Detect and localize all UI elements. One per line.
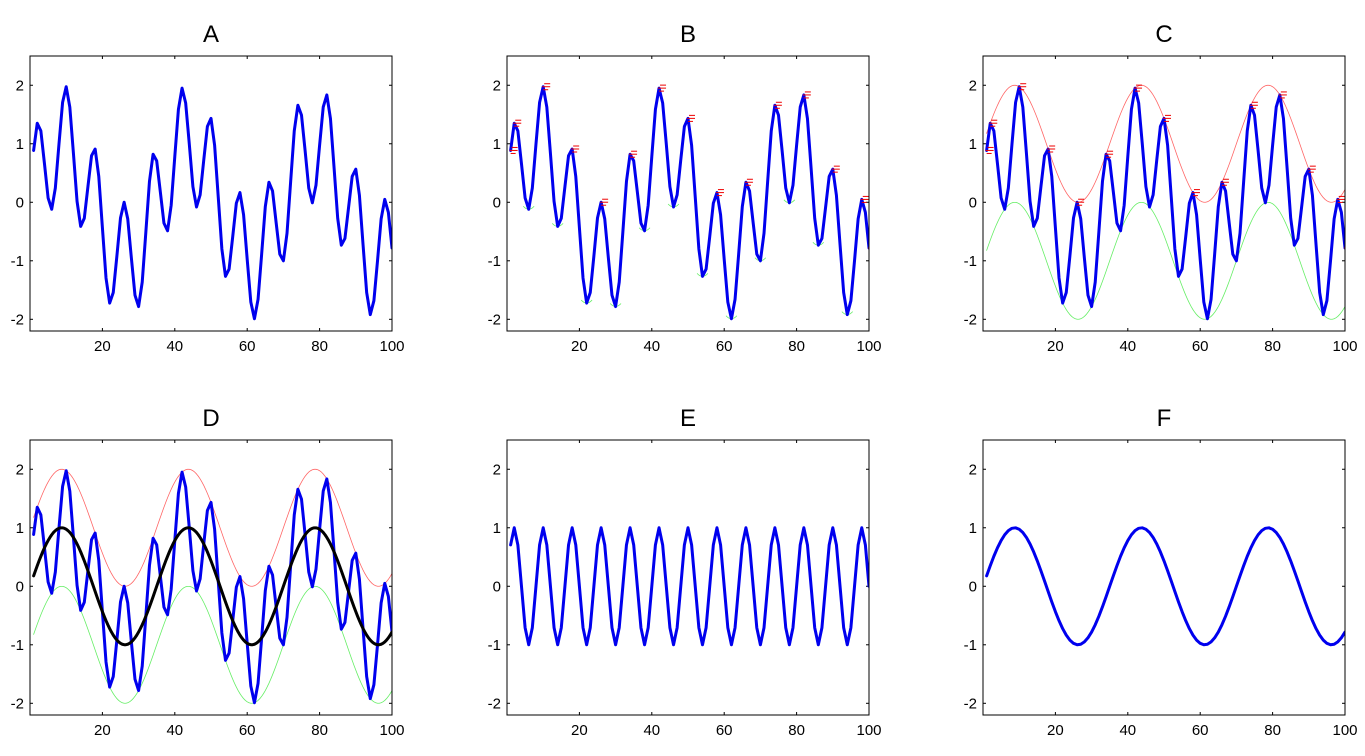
y-tick-label: 2	[969, 77, 977, 94]
panel-title: A	[203, 21, 219, 48]
plot-area	[985, 526, 1345, 647]
y-tick-label: -1	[964, 637, 977, 654]
x-tick-label: 20	[571, 338, 588, 355]
y-tick-label: 1	[493, 520, 501, 537]
x-tick-label: 80	[311, 338, 328, 355]
signal-line	[509, 526, 869, 647]
axes-frame	[29, 55, 393, 332]
mean-line	[32, 526, 392, 647]
y-tick-label: -1	[488, 637, 501, 654]
signal-line	[985, 526, 1345, 647]
y-tick-label: -2	[964, 311, 977, 328]
x-tick-label: 80	[1264, 338, 1281, 355]
y-tick-label: 0	[969, 578, 977, 595]
y-tick-label: 2	[969, 461, 977, 478]
y-tick-label: 1	[16, 136, 24, 153]
y-tick-label: -2	[11, 311, 24, 328]
axes-frame	[506, 55, 870, 332]
x-tick-label: 80	[788, 722, 805, 739]
x-tick-label: 60	[239, 722, 256, 739]
y-tick-label: 0	[493, 578, 501, 595]
y-tick-label: 0	[16, 194, 24, 211]
x-tick-label: 100	[379, 722, 404, 739]
x-tick-label: 40	[643, 722, 660, 739]
x-tick-label: 100	[1332, 338, 1357, 355]
lower-envelope-line	[33, 585, 392, 704]
x-tick-label: 20	[1047, 338, 1064, 355]
y-tick-label: -2	[964, 695, 977, 712]
x-tick-label: 40	[643, 338, 660, 355]
y-tick-label: -1	[11, 253, 24, 270]
lower-envelope-line	[986, 201, 1345, 320]
plot-area	[509, 526, 869, 647]
y-tick-label: -1	[488, 253, 501, 270]
x-tick-label: 20	[94, 338, 111, 355]
x-tick-label: 100	[856, 338, 881, 355]
y-tick-label: 1	[969, 136, 977, 153]
panel-b: B 20 40 60 80 100 -2 -1 0 1 2	[488, 21, 882, 355]
y-tick-label: -2	[488, 311, 501, 328]
panel-d: D 20 40 60 80 100 -2 -1 0 1 2	[11, 405, 405, 739]
y-tick-label: 2	[16, 77, 24, 94]
panel-title: B	[680, 21, 696, 48]
x-tick-label: 60	[716, 338, 733, 355]
panel-f: F 20 40 60 80 100 -2 -1 0 1 2	[964, 405, 1358, 739]
x-tick-label: 20	[94, 722, 111, 739]
panel-e: E 20 40 60 80 100 -2 -1 0 1 2	[488, 405, 882, 739]
x-tick-label: 80	[1264, 722, 1281, 739]
x-tick-label: 60	[1192, 338, 1209, 355]
axes-frame	[29, 439, 393, 716]
y-tick-label: -1	[11, 637, 24, 654]
y-tick-label: 1	[16, 520, 24, 537]
plot-area	[509, 83, 869, 321]
x-tick-label: 100	[1332, 722, 1357, 739]
x-tick-label: 40	[1119, 722, 1136, 739]
x-tick-label: 60	[1192, 722, 1209, 739]
x-tick-label: 80	[788, 338, 805, 355]
x-tick-label: 40	[166, 338, 183, 355]
axes-frame	[506, 439, 870, 716]
panel-title: F	[1157, 405, 1172, 432]
signal-line	[32, 469, 392, 705]
y-tick-label: -2	[11, 695, 24, 712]
panel-c: C 20 40 60 80 100 -2 -1 0 1 2	[964, 21, 1358, 355]
x-tick-label: 20	[1047, 722, 1064, 739]
x-tick-label: 80	[311, 722, 328, 739]
panel-a: A 20 40 60 80 100 -2 -1 0 1 2	[11, 21, 405, 355]
x-tick-label: 40	[166, 722, 183, 739]
signal-line	[985, 85, 1345, 321]
y-tick-label: 2	[16, 461, 24, 478]
y-tick-label: 2	[493, 77, 501, 94]
plot-area	[32, 85, 392, 321]
y-tick-label: 0	[493, 194, 501, 211]
y-tick-label: -2	[488, 695, 501, 712]
x-tick-label: 60	[239, 338, 256, 355]
x-tick-label: 100	[379, 338, 404, 355]
y-tick-label: 0	[969, 194, 977, 211]
y-tick-label: 0	[16, 578, 24, 595]
panel-title: C	[1155, 21, 1172, 48]
y-tick-label: 1	[969, 520, 977, 537]
x-tick-label: 100	[856, 722, 881, 739]
plot-area	[32, 468, 392, 705]
x-tick-label: 20	[571, 722, 588, 739]
axes-frame	[982, 55, 1346, 332]
y-tick-label: -1	[964, 253, 977, 270]
y-tick-label: 1	[493, 136, 501, 153]
axes-frame	[982, 439, 1346, 716]
y-tick-label: 2	[493, 461, 501, 478]
plot-area	[985, 83, 1345, 321]
signal-line	[509, 85, 869, 321]
signal-line	[32, 85, 392, 321]
x-tick-label: 40	[1119, 338, 1136, 355]
panel-title: E	[680, 405, 696, 432]
x-tick-label: 60	[716, 722, 733, 739]
panel-title: D	[202, 405, 219, 432]
